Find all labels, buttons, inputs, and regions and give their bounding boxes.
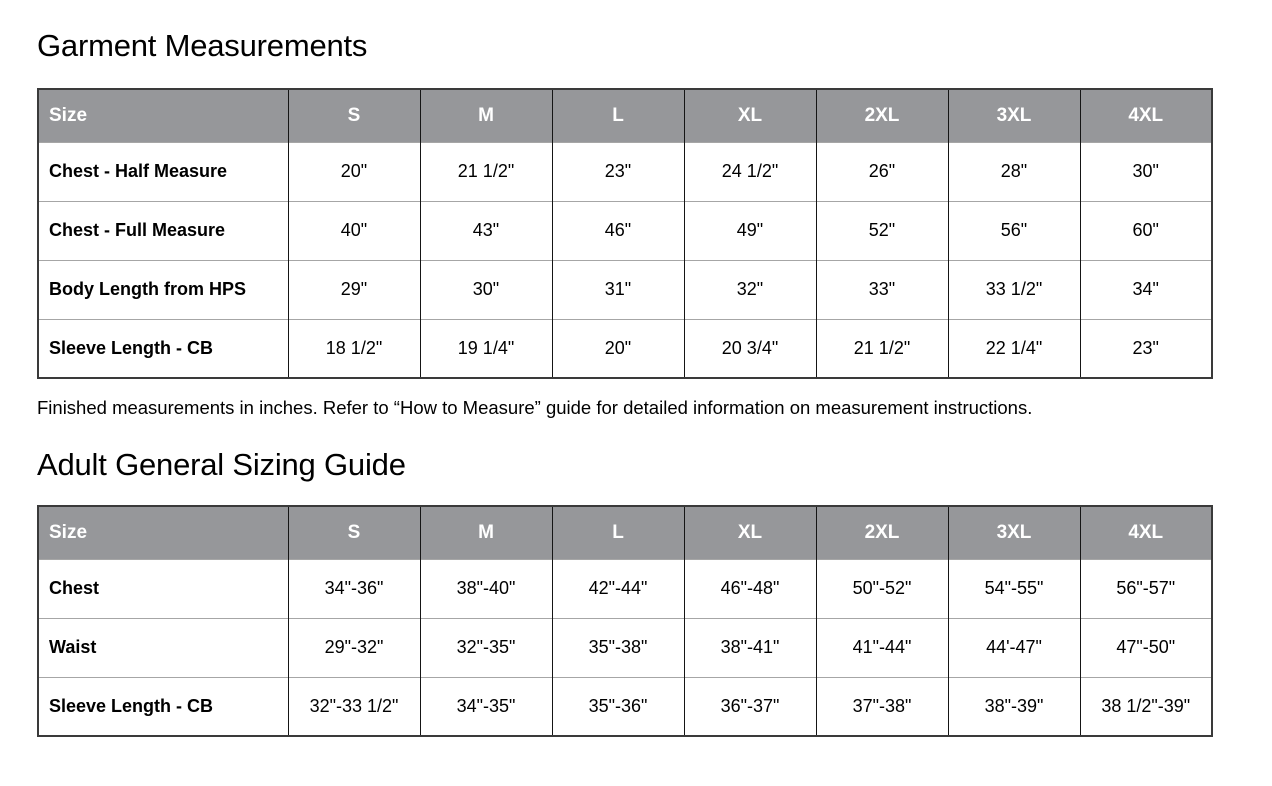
measurement-cell: 35"-36"	[551, 676, 684, 736]
measurement-cell: 20 3/4"	[683, 318, 816, 378]
sizing-header-row: Size S M L XL 2XL 3XL 4XL	[37, 506, 1212, 559]
column-header-xl: XL	[683, 89, 816, 142]
measurement-cell: 21 1/2"	[815, 318, 948, 378]
column-header-m: M	[419, 506, 552, 559]
measurement-cell: 26"	[815, 141, 948, 201]
table-row-chest-half: Chest - Half Measure 20" 21 1/2" 23" 24 …	[37, 141, 1212, 201]
garment-measurements-title: Garment Measurements	[37, 28, 368, 63]
column-header-2xl: 2XL	[815, 89, 948, 142]
measurement-cell: 35"-38"	[551, 617, 684, 677]
measurement-cell: 46"	[551, 200, 684, 260]
row-label: Chest - Full Measure	[37, 200, 288, 260]
measurement-cell: 60"	[1079, 200, 1212, 260]
measurement-cell: 29"	[287, 259, 420, 319]
measurement-cell: 20"	[287, 141, 420, 201]
measurement-cell: 21 1/2"	[419, 141, 552, 201]
table-row-sleeve-length: Sleeve Length - CB 18 1/2" 19 1/4" 20" 2…	[37, 318, 1212, 378]
column-header-size: Size	[37, 506, 288, 559]
table-row-sleeve-length: Sleeve Length - CB 32"-33 1/2" 34"-35" 3…	[37, 676, 1212, 736]
measurement-cell: 50"-52"	[815, 558, 948, 618]
table-row-waist: Waist 29"-32" 32"-35" 35"-38" 38"-41" 41…	[37, 617, 1212, 677]
garment-header-row: Size S M L XL 2XL 3XL 4XL	[37, 89, 1212, 142]
measurement-cell: 30"	[419, 259, 552, 319]
adult-sizing-guide-table: Size S M L XL 2XL 3XL 4XL Chest 34"-36" …	[37, 505, 1213, 737]
column-header-size: Size	[37, 89, 288, 142]
column-header-m: M	[419, 89, 552, 142]
sizing-table-body: Chest 34"-36" 38"-40" 42"-44" 46"-48" 50…	[37, 558, 1212, 736]
measurement-cell: 52"	[815, 200, 948, 260]
measurement-cell: 44'-47"	[947, 617, 1080, 677]
measurement-cell: 40"	[287, 200, 420, 260]
table-row-chest-full: Chest - Full Measure 40" 43" 46" 49" 52"…	[37, 200, 1212, 260]
garment-measurements-table: Size S M L XL 2XL 3XL 4XL Chest - Half M…	[37, 88, 1213, 379]
measurement-cell: 38"-39"	[947, 676, 1080, 736]
measurement-cell: 56"-57"	[1079, 558, 1212, 618]
measurement-cell: 33 1/2"	[947, 259, 1080, 319]
measurement-cell: 30"	[1079, 141, 1212, 201]
measurement-cell: 43"	[419, 200, 552, 260]
measurement-cell: 38"-40"	[419, 558, 552, 618]
column-header-l: L	[551, 89, 684, 142]
column-header-2xl: 2XL	[815, 506, 948, 559]
row-label: Waist	[37, 617, 288, 677]
measurement-cell: 54"-55"	[947, 558, 1080, 618]
measurement-cell: 38 1/2"-39"	[1079, 676, 1212, 736]
garment-table-head: Size S M L XL 2XL 3XL 4XL	[37, 89, 1212, 142]
measurement-cell: 28"	[947, 141, 1080, 201]
measurement-cell: 56"	[947, 200, 1080, 260]
measurement-cell: 23"	[1079, 318, 1212, 378]
column-header-s: S	[287, 506, 420, 559]
column-header-s: S	[287, 89, 420, 142]
row-label: Sleeve Length - CB	[37, 318, 288, 378]
column-header-xl: XL	[683, 506, 816, 559]
row-label: Chest	[37, 558, 288, 618]
measurement-cell: 42"-44"	[551, 558, 684, 618]
row-label: Sleeve Length - CB	[37, 676, 288, 736]
measurement-cell: 34"	[1079, 259, 1212, 319]
row-label: Chest - Half Measure	[37, 141, 288, 201]
table-row-chest: Chest 34"-36" 38"-40" 42"-44" 46"-48" 50…	[37, 558, 1212, 618]
sizing-table-head: Size S M L XL 2XL 3XL 4XL	[37, 506, 1212, 559]
adult-sizing-guide-title: Adult General Sizing Guide	[37, 447, 406, 482]
measurement-cell: 18 1/2"	[287, 318, 420, 378]
row-label: Body Length from HPS	[37, 259, 288, 319]
measurement-cell: 24 1/2"	[683, 141, 816, 201]
measurement-cell: 46"-48"	[683, 558, 816, 618]
measurement-cell: 34"-35"	[419, 676, 552, 736]
measurement-cell: 49"	[683, 200, 816, 260]
column-header-3xl: 3XL	[947, 89, 1080, 142]
measurement-cell: 47"-50"	[1079, 617, 1212, 677]
measurement-cell: 38"-41"	[683, 617, 816, 677]
measurement-cell: 22 1/4"	[947, 318, 1080, 378]
measurement-cell: 41"-44"	[815, 617, 948, 677]
column-header-4xl: 4XL	[1079, 89, 1212, 142]
measurement-cell: 32"-35"	[419, 617, 552, 677]
column-header-3xl: 3XL	[947, 506, 1080, 559]
measurement-cell: 36"-37"	[683, 676, 816, 736]
measurement-cell: 31"	[551, 259, 684, 319]
measurement-cell: 19 1/4"	[419, 318, 552, 378]
measurement-cell: 33"	[815, 259, 948, 319]
table-row-body-length: Body Length from HPS 29" 30" 31" 32" 33"…	[37, 259, 1212, 319]
measurement-cell: 34"-36"	[287, 558, 420, 618]
measurement-cell: 23"	[551, 141, 684, 201]
measurement-cell: 29"-32"	[287, 617, 420, 677]
measurement-cell: 37"-38"	[815, 676, 948, 736]
measurement-cell: 20"	[551, 318, 684, 378]
measurement-note: Finished measurements in inches. Refer t…	[37, 397, 1033, 418]
measurement-cell: 32"-33 1/2"	[287, 676, 420, 736]
column-header-l: L	[551, 506, 684, 559]
measurement-cell: 32"	[683, 259, 816, 319]
column-header-4xl: 4XL	[1079, 506, 1212, 559]
garment-table-body: Chest - Half Measure 20" 21 1/2" 23" 24 …	[37, 141, 1212, 378]
